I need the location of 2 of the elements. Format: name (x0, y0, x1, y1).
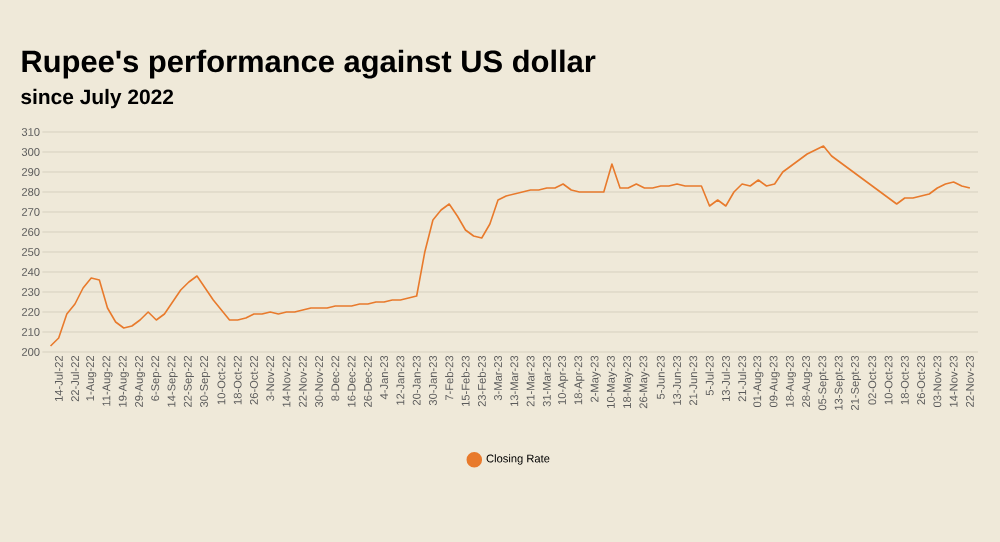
chart-subtitle: since July 2022 (21, 88, 174, 109)
chart-title: Rupee's performance against US dollar (22, 49, 596, 79)
